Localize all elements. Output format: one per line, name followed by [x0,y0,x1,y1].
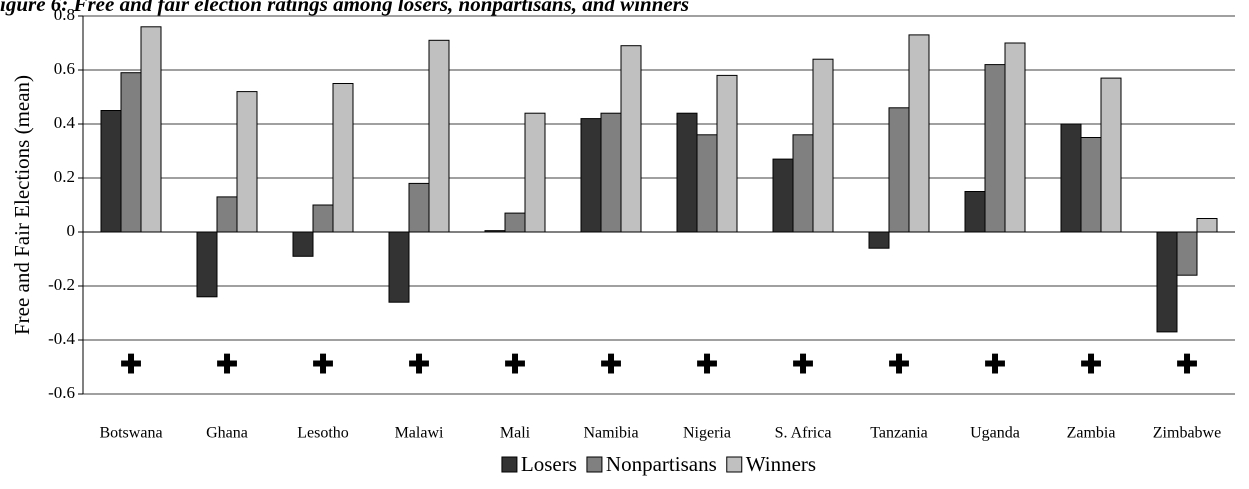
bar [1176,231,1198,276]
bar [888,107,910,233]
annotation: ✚ [600,350,622,379]
bar [524,112,546,233]
y-tick-label: 0 [67,221,76,240]
bar [716,74,738,233]
legend-label: Losers [521,452,577,476]
y-tick-label: 0.4 [54,113,76,132]
annotation: ✚ [1080,350,1102,379]
legend-label: Winners [746,452,816,476]
annotation: ✚ [120,350,142,379]
bar [332,83,354,233]
bar [196,231,218,298]
bar [868,231,890,249]
bar [964,191,986,233]
x-tick-label: Lesotho [297,425,349,442]
bar [1196,218,1218,233]
bar [1156,231,1178,333]
x-tick-label: Mali [500,425,531,442]
annotation: ✚ [888,350,910,379]
y-tick-label: -0.2 [48,275,75,294]
bar [236,91,258,233]
y-tick-label: -0.4 [48,329,75,348]
x-tick-label: Ghana [206,425,248,442]
bar [388,231,410,303]
x-tick-label: Nigeria [683,425,731,442]
annotation: ✚ [504,350,526,379]
x-tick-label: Botswana [99,425,162,442]
annotation: ✚ [792,350,814,379]
bar [812,58,834,233]
annotation: ✚ [984,350,1006,379]
bar [140,26,162,233]
bar [100,110,122,233]
x-tick-label: S. Africa [775,425,832,442]
x-tick-label: Zimbabwe [1153,425,1221,442]
y-tick-label: 0.6 [54,59,75,78]
bar [600,112,622,233]
bar [504,212,526,233]
annotation: ✚ [216,350,238,379]
legend-swatch [586,456,603,473]
bar [428,39,450,233]
bar [1080,137,1102,233]
y-tick-label: 0.8 [54,5,75,24]
y-tick-label: -0.6 [48,383,75,402]
bar [1004,42,1026,233]
bar [620,45,642,233]
legend-label: Nonpartisans [606,452,717,476]
bar [312,204,334,233]
bar [408,182,430,233]
x-tick-label: Uganda [970,425,1020,442]
bar [696,134,718,233]
y-tick-label: 0.2 [54,167,75,186]
legend: Losers Nonpartisans Winners [501,452,816,476]
bar [1060,123,1082,233]
bar [908,34,930,233]
x-tick-label: Namibia [583,425,638,442]
bar [120,72,142,233]
bar [792,134,814,233]
annotation: ✚ [696,350,718,379]
chart-title: Figure 6: Free and fair election ratings… [0,0,689,16]
x-tick-label: Zambia [1067,425,1116,442]
x-tick-label: Tanzania [870,425,928,442]
y-axis-label: Free and Fair Elections (mean) [10,75,34,335]
bar [676,112,698,233]
annotation: ✚ [312,350,334,379]
legend-swatch [501,456,518,473]
annotation: ✚ [1176,350,1198,379]
bar [580,118,602,233]
bar [292,231,314,257]
bar [1100,77,1122,233]
bar [216,196,238,233]
bar [984,64,1006,233]
legend-swatch [726,456,743,473]
annotation: ✚ [408,350,430,379]
bar [772,158,794,233]
x-tick-label: Malawi [395,425,444,442]
